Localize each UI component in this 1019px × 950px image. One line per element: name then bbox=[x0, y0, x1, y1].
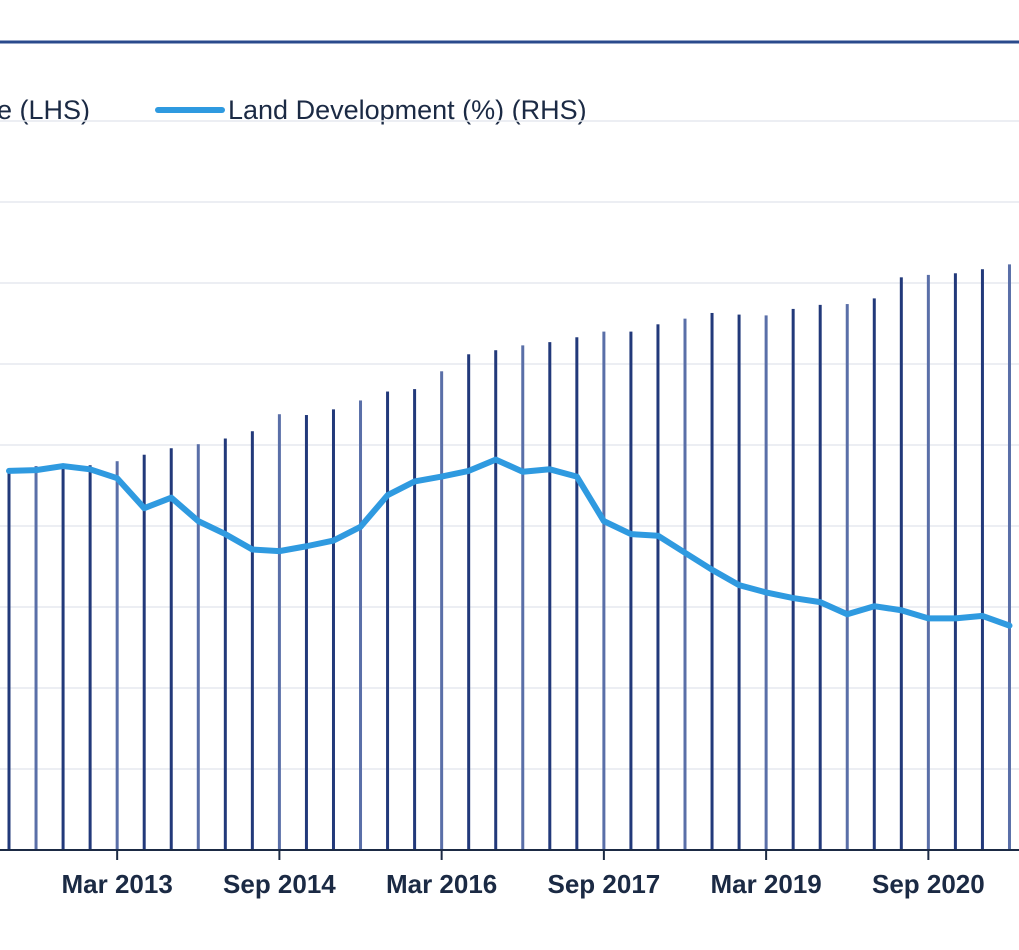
bar bbox=[250, 431, 254, 850]
bar bbox=[169, 448, 173, 850]
bar bbox=[656, 324, 660, 850]
bar bbox=[223, 438, 227, 850]
bar bbox=[953, 273, 957, 850]
x-tick-label: Sep 2020 bbox=[872, 869, 985, 899]
bar bbox=[926, 274, 930, 850]
bar bbox=[115, 461, 119, 850]
bar bbox=[548, 342, 552, 850]
legend-label-line-series: Land Development (%) (RHS) bbox=[228, 95, 587, 125]
bar bbox=[331, 409, 335, 850]
bar bbox=[791, 308, 795, 850]
bar bbox=[1007, 264, 1011, 850]
bar bbox=[494, 350, 498, 850]
x-tick-label: Mar 2013 bbox=[62, 869, 173, 899]
bar bbox=[629, 331, 633, 851]
bar bbox=[575, 337, 579, 850]
bar bbox=[899, 277, 903, 851]
bar bbox=[142, 454, 146, 850]
bar bbox=[304, 415, 308, 850]
bar bbox=[683, 318, 687, 850]
bar bbox=[467, 354, 471, 850]
x-tick-label: Sep 2017 bbox=[548, 869, 661, 899]
legend: e (LHS) Land Development (%) (RHS) bbox=[0, 95, 587, 125]
bar bbox=[61, 464, 65, 850]
bar bbox=[7, 470, 11, 850]
bar bbox=[440, 371, 444, 850]
x-tick-label: Sep 2014 bbox=[223, 869, 336, 899]
gridlines bbox=[0, 120, 1019, 770]
bar bbox=[602, 331, 606, 851]
bar bbox=[277, 414, 281, 850]
bar bbox=[34, 466, 38, 850]
bar-series bbox=[7, 264, 1011, 851]
bar bbox=[845, 304, 849, 850]
bar bbox=[386, 391, 390, 850]
bar bbox=[980, 269, 984, 851]
bar bbox=[818, 304, 822, 850]
bar bbox=[872, 298, 876, 850]
series-line bbox=[6, 456, 1013, 629]
bar bbox=[764, 315, 768, 850]
bar bbox=[196, 444, 200, 850]
line-series bbox=[6, 456, 1013, 629]
bar bbox=[413, 389, 417, 850]
legend-label-bar-series: e (LHS) bbox=[0, 95, 90, 125]
bar bbox=[521, 345, 525, 850]
bar bbox=[359, 400, 363, 850]
x-tick-label: Mar 2016 bbox=[386, 869, 497, 899]
bar bbox=[88, 465, 92, 850]
x-tick-label: Mar 2019 bbox=[710, 869, 821, 899]
bar bbox=[710, 312, 714, 851]
